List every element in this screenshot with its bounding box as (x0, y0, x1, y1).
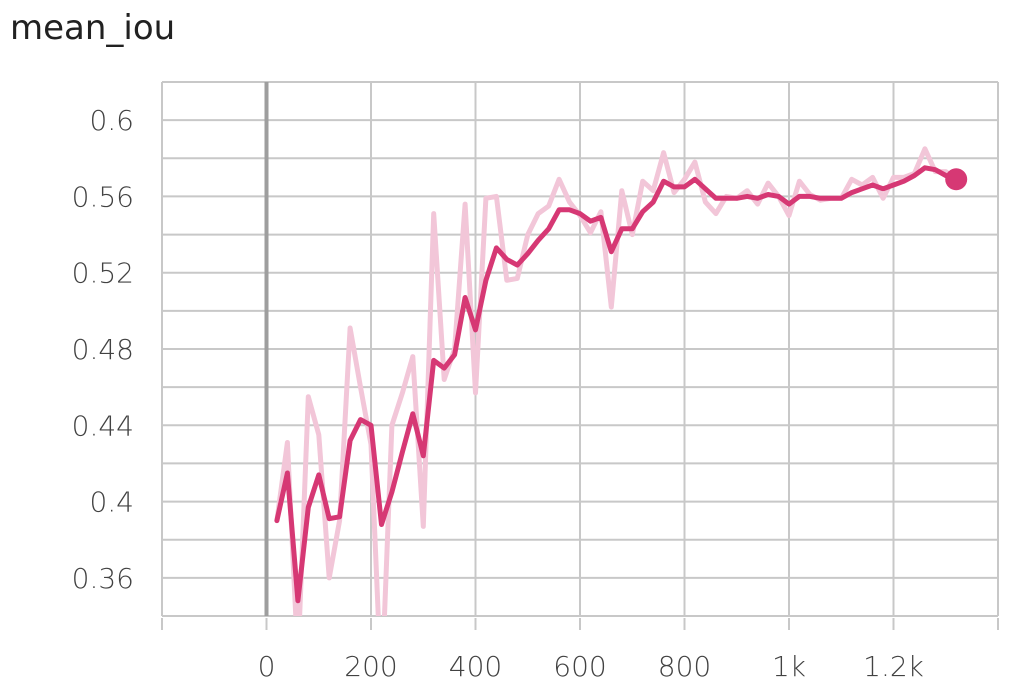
y-tick-label: 0.44 (72, 409, 134, 442)
chart-title: mean_iou (10, 8, 176, 48)
y-tick-label: 0.52 (72, 257, 134, 290)
x-tick-label: 600 (553, 650, 606, 683)
y-tick-label: 0.6 (89, 104, 134, 137)
y-tick-label: 0.36 (72, 562, 134, 595)
x-tick-label: 400 (449, 650, 502, 683)
y-tick-label: 0.48 (72, 333, 134, 366)
x-tick-label: 1.2k (863, 650, 924, 683)
y-tick-label: 0.56 (72, 180, 134, 213)
x-tick-label: 0 (258, 650, 276, 683)
x-tick-label: 1k (772, 650, 806, 683)
smoothed-series-line (274, 165, 959, 604)
last-point-marker (945, 168, 968, 191)
raw-series-line (274, 146, 959, 616)
x-tick-label: 800 (658, 650, 711, 683)
x-tick-label: 200 (344, 650, 397, 683)
y-tick-label: 0.4 (89, 486, 134, 519)
